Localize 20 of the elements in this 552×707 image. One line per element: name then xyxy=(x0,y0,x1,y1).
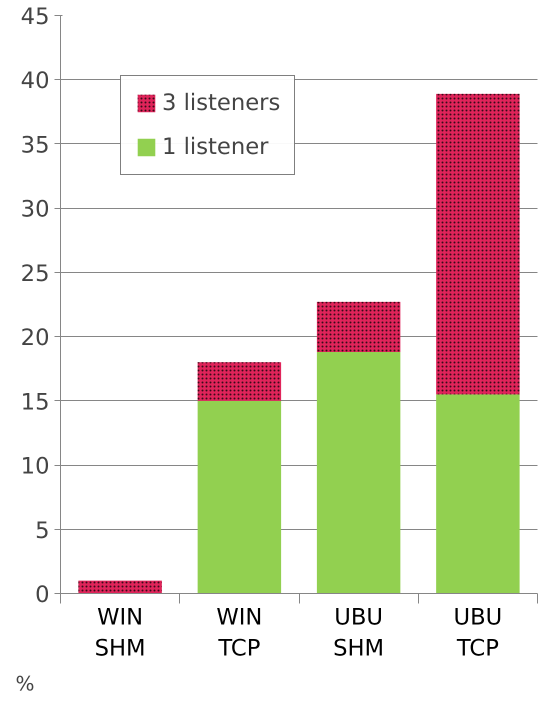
y-tick-label: 40 xyxy=(20,68,50,94)
x-tick-label: UBU TCP xyxy=(454,604,502,662)
y-tick-label: 35 xyxy=(20,132,50,158)
y-axis-title: % xyxy=(16,672,35,696)
x-tick-label: WIN TCP xyxy=(216,604,262,662)
y-tick-label: 5 xyxy=(35,518,50,544)
legend-label: 1 listener xyxy=(162,134,268,160)
bar xyxy=(198,400,282,594)
y-tick-label: 45 xyxy=(20,4,50,30)
bar xyxy=(316,352,400,594)
y-tick-label: 15 xyxy=(20,389,50,416)
legend-label: 3 listeners xyxy=(162,90,280,116)
y-tick-label: 0 xyxy=(35,582,50,608)
y-tick-label: 20 xyxy=(20,325,50,352)
bar xyxy=(436,394,520,594)
y-tick-label: 25 xyxy=(20,260,50,287)
y-tick-label: 10 xyxy=(20,454,50,480)
y-tick-label: 30 xyxy=(20,196,50,223)
x-tick-label: WIN SHM xyxy=(94,604,146,662)
x-tick-label: UBU SHM xyxy=(333,604,384,662)
